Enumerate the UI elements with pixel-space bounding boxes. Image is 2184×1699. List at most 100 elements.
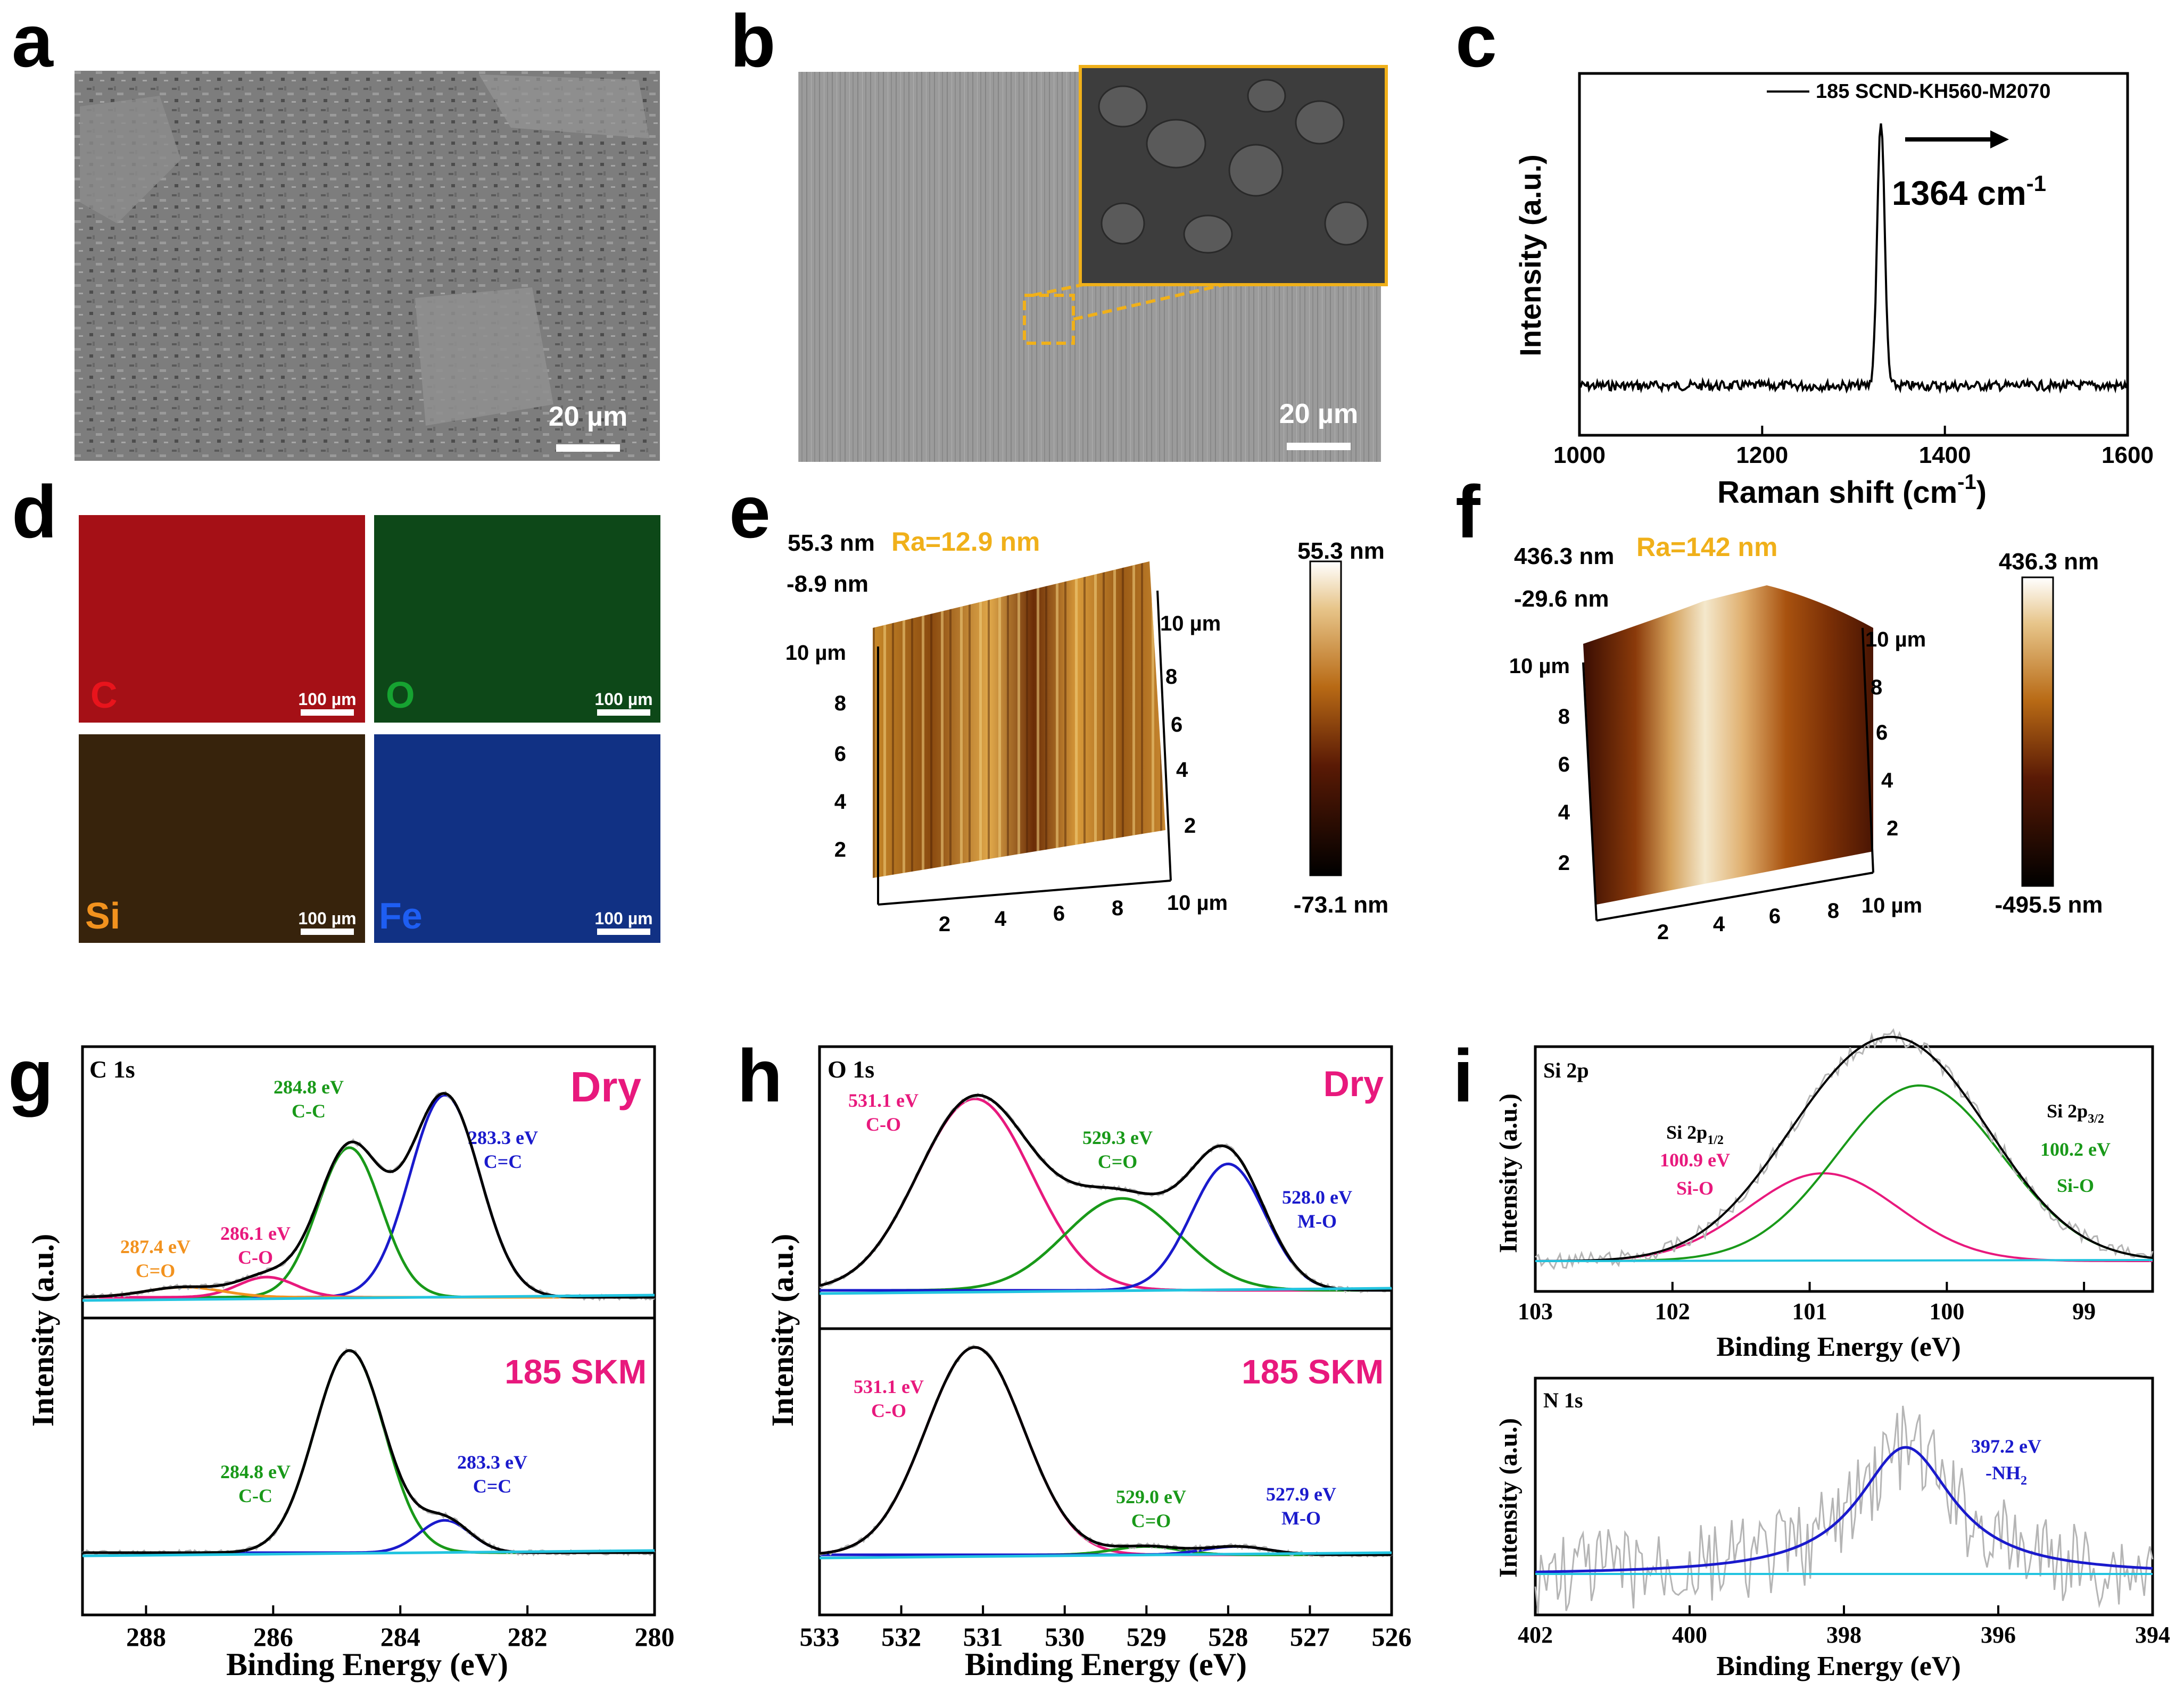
scale-label-b: 20 µm [1279,399,1358,429]
baseline [819,1551,1392,1560]
g-ylabel: Intensity (a.u.) [26,1234,60,1427]
i-n-axes [1534,1377,2154,1617]
afm-y-tick: 4 [834,790,847,814]
panel-g-letter: g [8,1034,54,1117]
peak-energy-label: 283.3 eV [457,1452,527,1473]
x-tick-label: 402 [1518,1622,1553,1648]
x-tick-label: 400 [1672,1622,1707,1648]
h-ylabel: Intensity (a.u.) [765,1234,800,1427]
x-tick-label: 532 [881,1622,921,1652]
n-species-label: -NH2 [1986,1462,2027,1488]
g-title: C 1s [89,1056,135,1083]
afm-f-yticks: 10 µm 8 6 4 2 [1509,654,1570,875]
raman-annotation: 1364 cm-1 [1892,171,2046,212]
baseline [82,1294,655,1302]
x-tick-label: 99 [2072,1298,2096,1324]
afm-r-tick: 8 [1165,665,1177,689]
eds-map-fe: Fe 100 µm [374,734,660,943]
peak-species-label: C=O [136,1260,176,1281]
peak-energy-label: 531.1 eV [854,1376,924,1397]
si-species-label: Si-O [2057,1175,2094,1196]
eds-label-o: O [386,674,415,716]
panel-f-letter: f [1455,470,1480,553]
x-tick-label: 528 [1208,1622,1248,1652]
afm-f-surface [1583,585,1873,905]
x-tick-label: 288 [126,1622,166,1652]
scale-bar-b [1287,443,1351,450]
i-si-axes [1534,1045,2154,1293]
afm-y-tick: 10 µm [785,641,846,665]
afm-f-colorbar [2021,576,2054,887]
x-tick-label: 527 [1290,1622,1330,1652]
eds-map-o: O 100 µm [374,515,660,723]
afm-r-tick: 6 [1876,721,1888,744]
x-tick-label: 530 [1045,1622,1085,1652]
zoom-box-b [1023,294,1075,345]
afm-f-cbar-max: 436.3 nm [1999,549,2099,575]
peak-species-label: M-O [1297,1211,1337,1232]
afm-x-tick: 2 [1657,921,1669,944]
afm-x-tick: 10 µm [1862,894,1922,917]
peak-species-label: C=O [1131,1510,1171,1531]
afm-y-tick: 2 [834,838,846,861]
peak-energy-label: 284.8 eV [274,1076,344,1098]
g-axes [81,1045,656,1617]
raman-plot [1579,123,2129,394]
afm-e-colorbar [1309,560,1342,876]
eds-scale-o: 100 µm [594,690,652,709]
panel-d: d C 100 µm O 100 µm Si 100 µm Fe [12,470,660,943]
panel-i-letter: i [1453,1034,1474,1117]
i-si-xlabel: Binding Energy (eV) [1716,1332,1960,1362]
afm-f-xticks: 2 4 6 8 10 µm [1657,894,1922,944]
h-title: O 1s [828,1056,874,1083]
panel-a-letter: a [12,0,54,82]
afm-y-tick: 4 [1558,801,1570,824]
si-baseline [1535,1259,2153,1262]
i-si-title: Si 2p [1543,1058,1589,1082]
afm-r-tick: 4 [1176,758,1188,782]
si-envelope-line [1535,1035,2153,1262]
eds-scale-si: 100 µm [298,909,356,928]
si-species-label: Si-O [1676,1178,1714,1199]
afm-x-tick: 6 [1769,905,1781,928]
peak-species-label: C=C [484,1151,523,1172]
x-tick-label: 286 [253,1622,293,1652]
afm-y-tick: 6 [1558,753,1570,776]
peak-energy-label: 284.8 eV [220,1461,291,1482]
n-peak-curve [1535,1446,2153,1573]
eds-label-c: C [90,674,118,716]
afm-r-tick: 2 [1887,817,1898,840]
x-tick-label: 1600 [2102,442,2154,468]
eds-scale-fe: 100 µm [594,909,652,928]
eds-label-fe: Fe [379,895,423,936]
afm-x-tick: 8 [1827,899,1839,923]
afm-r-tick: 6 [1171,713,1182,736]
baseline [82,1549,655,1557]
x-tick-label: 396 [1981,1622,2016,1648]
afm-e-cbar-min: -73.1 nm [1294,892,1389,918]
x-tick-label: 284 [380,1622,420,1652]
peak-species-label: C=C [473,1476,512,1497]
eds-label-si: Si [85,895,120,936]
i-si-ylabel: Intensity (a.u.) [1494,1093,1523,1253]
afm-r-tick: 4 [1881,769,1893,792]
i-n-ylabel: Intensity (a.u.) [1494,1418,1523,1578]
scale-bar-a [556,444,620,452]
peak-species-label: C-O [866,1114,901,1135]
afm-f-cbar-min: -495.5 nm [1995,892,2103,918]
subplot-label: 185 SKM [1242,1353,1384,1391]
i-n-xlabel: Binding Energy (eV) [1716,1651,1960,1681]
afm-r-tick: 2 [1184,814,1196,838]
x-tick-label: 101 [1792,1298,1827,1324]
peak-energy-label: 287.4 eV [120,1236,191,1257]
x-tick-label: 1400 [1919,442,1971,468]
x-tick-label: 103 [1518,1298,1553,1324]
peak-energy-label: 528.0 eV [1282,1187,1352,1208]
afm-x-tick: 4 [995,907,1007,931]
afm-y-tick: 8 [834,692,846,715]
peak-energy-label: 527.9 eV [1266,1483,1336,1505]
peak-energy-label: 531.1 eV [848,1090,919,1111]
